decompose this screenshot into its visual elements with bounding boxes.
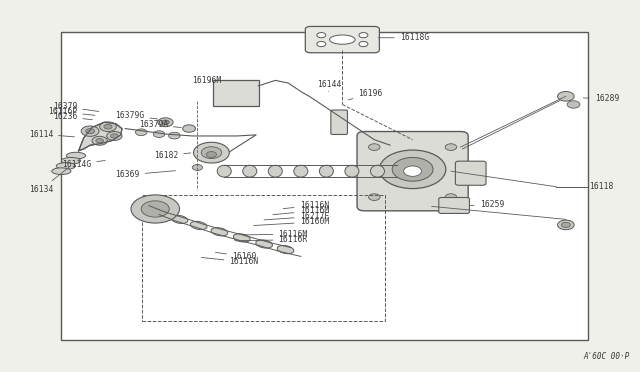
- Text: A'60C 00·P: A'60C 00·P: [584, 352, 630, 361]
- Text: 16116N: 16116N: [283, 201, 329, 210]
- Ellipse shape: [371, 165, 385, 177]
- FancyBboxPatch shape: [357, 132, 468, 211]
- Text: 16182: 16182: [154, 151, 191, 160]
- Text: 16379G: 16379G: [115, 111, 157, 120]
- FancyBboxPatch shape: [331, 110, 348, 135]
- Circle shape: [404, 166, 422, 176]
- Text: 16114G: 16114G: [62, 160, 105, 169]
- Ellipse shape: [243, 165, 257, 177]
- Text: 16217F: 16217F: [264, 212, 329, 221]
- Text: 16160: 16160: [216, 252, 256, 261]
- Text: 16289: 16289: [583, 94, 619, 103]
- Ellipse shape: [56, 163, 76, 169]
- Ellipse shape: [217, 165, 231, 177]
- Circle shape: [81, 126, 99, 137]
- Circle shape: [92, 137, 108, 145]
- Ellipse shape: [67, 152, 86, 159]
- Circle shape: [445, 144, 457, 150]
- Circle shape: [317, 33, 326, 38]
- Text: 16144: 16144: [317, 80, 341, 92]
- Circle shape: [201, 147, 221, 158]
- Text: 16196: 16196: [348, 89, 383, 100]
- FancyBboxPatch shape: [305, 26, 380, 53]
- Circle shape: [380, 150, 446, 189]
- Text: 16116N: 16116N: [202, 257, 259, 266]
- Circle shape: [182, 125, 195, 132]
- Text: 16118G: 16118G: [378, 33, 429, 42]
- Circle shape: [359, 41, 368, 46]
- Text: 16116M: 16116M: [273, 206, 329, 215]
- Bar: [143, 195, 385, 321]
- Text: 16134: 16134: [29, 167, 68, 194]
- Ellipse shape: [256, 240, 273, 248]
- Circle shape: [96, 138, 104, 143]
- Circle shape: [369, 194, 380, 201]
- Circle shape: [192, 164, 202, 170]
- Ellipse shape: [268, 165, 282, 177]
- Circle shape: [169, 132, 180, 139]
- Ellipse shape: [345, 165, 359, 177]
- Ellipse shape: [52, 168, 71, 174]
- Ellipse shape: [61, 157, 81, 164]
- Ellipse shape: [211, 228, 228, 236]
- Circle shape: [317, 41, 326, 46]
- FancyBboxPatch shape: [439, 198, 469, 214]
- Text: 16379: 16379: [53, 102, 99, 112]
- Circle shape: [86, 129, 95, 134]
- FancyBboxPatch shape: [213, 80, 259, 106]
- Text: 16116M: 16116M: [243, 230, 308, 239]
- Circle shape: [158, 118, 173, 127]
- Circle shape: [369, 144, 380, 150]
- Circle shape: [359, 33, 368, 38]
- Text: 16259: 16259: [470, 200, 504, 209]
- Circle shape: [557, 220, 574, 230]
- Circle shape: [154, 131, 165, 137]
- Text: 16236: 16236: [53, 112, 92, 121]
- Ellipse shape: [330, 35, 355, 44]
- Ellipse shape: [190, 221, 207, 230]
- Text: 16160M: 16160M: [254, 218, 329, 227]
- Ellipse shape: [294, 165, 308, 177]
- Circle shape: [392, 157, 433, 181]
- Ellipse shape: [234, 234, 250, 242]
- Text: 16116R: 16116R: [235, 235, 308, 244]
- Circle shape: [557, 92, 574, 101]
- Text: 16116P: 16116P: [48, 108, 95, 116]
- Circle shape: [131, 195, 179, 223]
- Circle shape: [104, 124, 112, 129]
- Circle shape: [141, 201, 170, 217]
- Ellipse shape: [154, 209, 170, 217]
- Text: 16114: 16114: [29, 129, 75, 139]
- Text: 16379A: 16379A: [139, 121, 181, 129]
- Circle shape: [111, 134, 118, 138]
- Circle shape: [193, 142, 229, 163]
- Circle shape: [206, 151, 216, 157]
- Circle shape: [561, 222, 570, 228]
- Circle shape: [567, 101, 580, 108]
- Text: 16196M: 16196M: [192, 76, 221, 85]
- Text: 16369: 16369: [116, 170, 175, 179]
- Text: 16118: 16118: [589, 182, 614, 191]
- Ellipse shape: [171, 215, 188, 224]
- Circle shape: [162, 120, 170, 125]
- Ellipse shape: [277, 246, 294, 254]
- Bar: [61, 32, 588, 340]
- Polygon shape: [79, 122, 122, 151]
- FancyBboxPatch shape: [456, 161, 486, 185]
- Ellipse shape: [319, 165, 333, 177]
- Circle shape: [107, 132, 122, 140]
- Circle shape: [445, 194, 457, 201]
- Circle shape: [136, 129, 147, 136]
- Circle shape: [100, 122, 116, 132]
